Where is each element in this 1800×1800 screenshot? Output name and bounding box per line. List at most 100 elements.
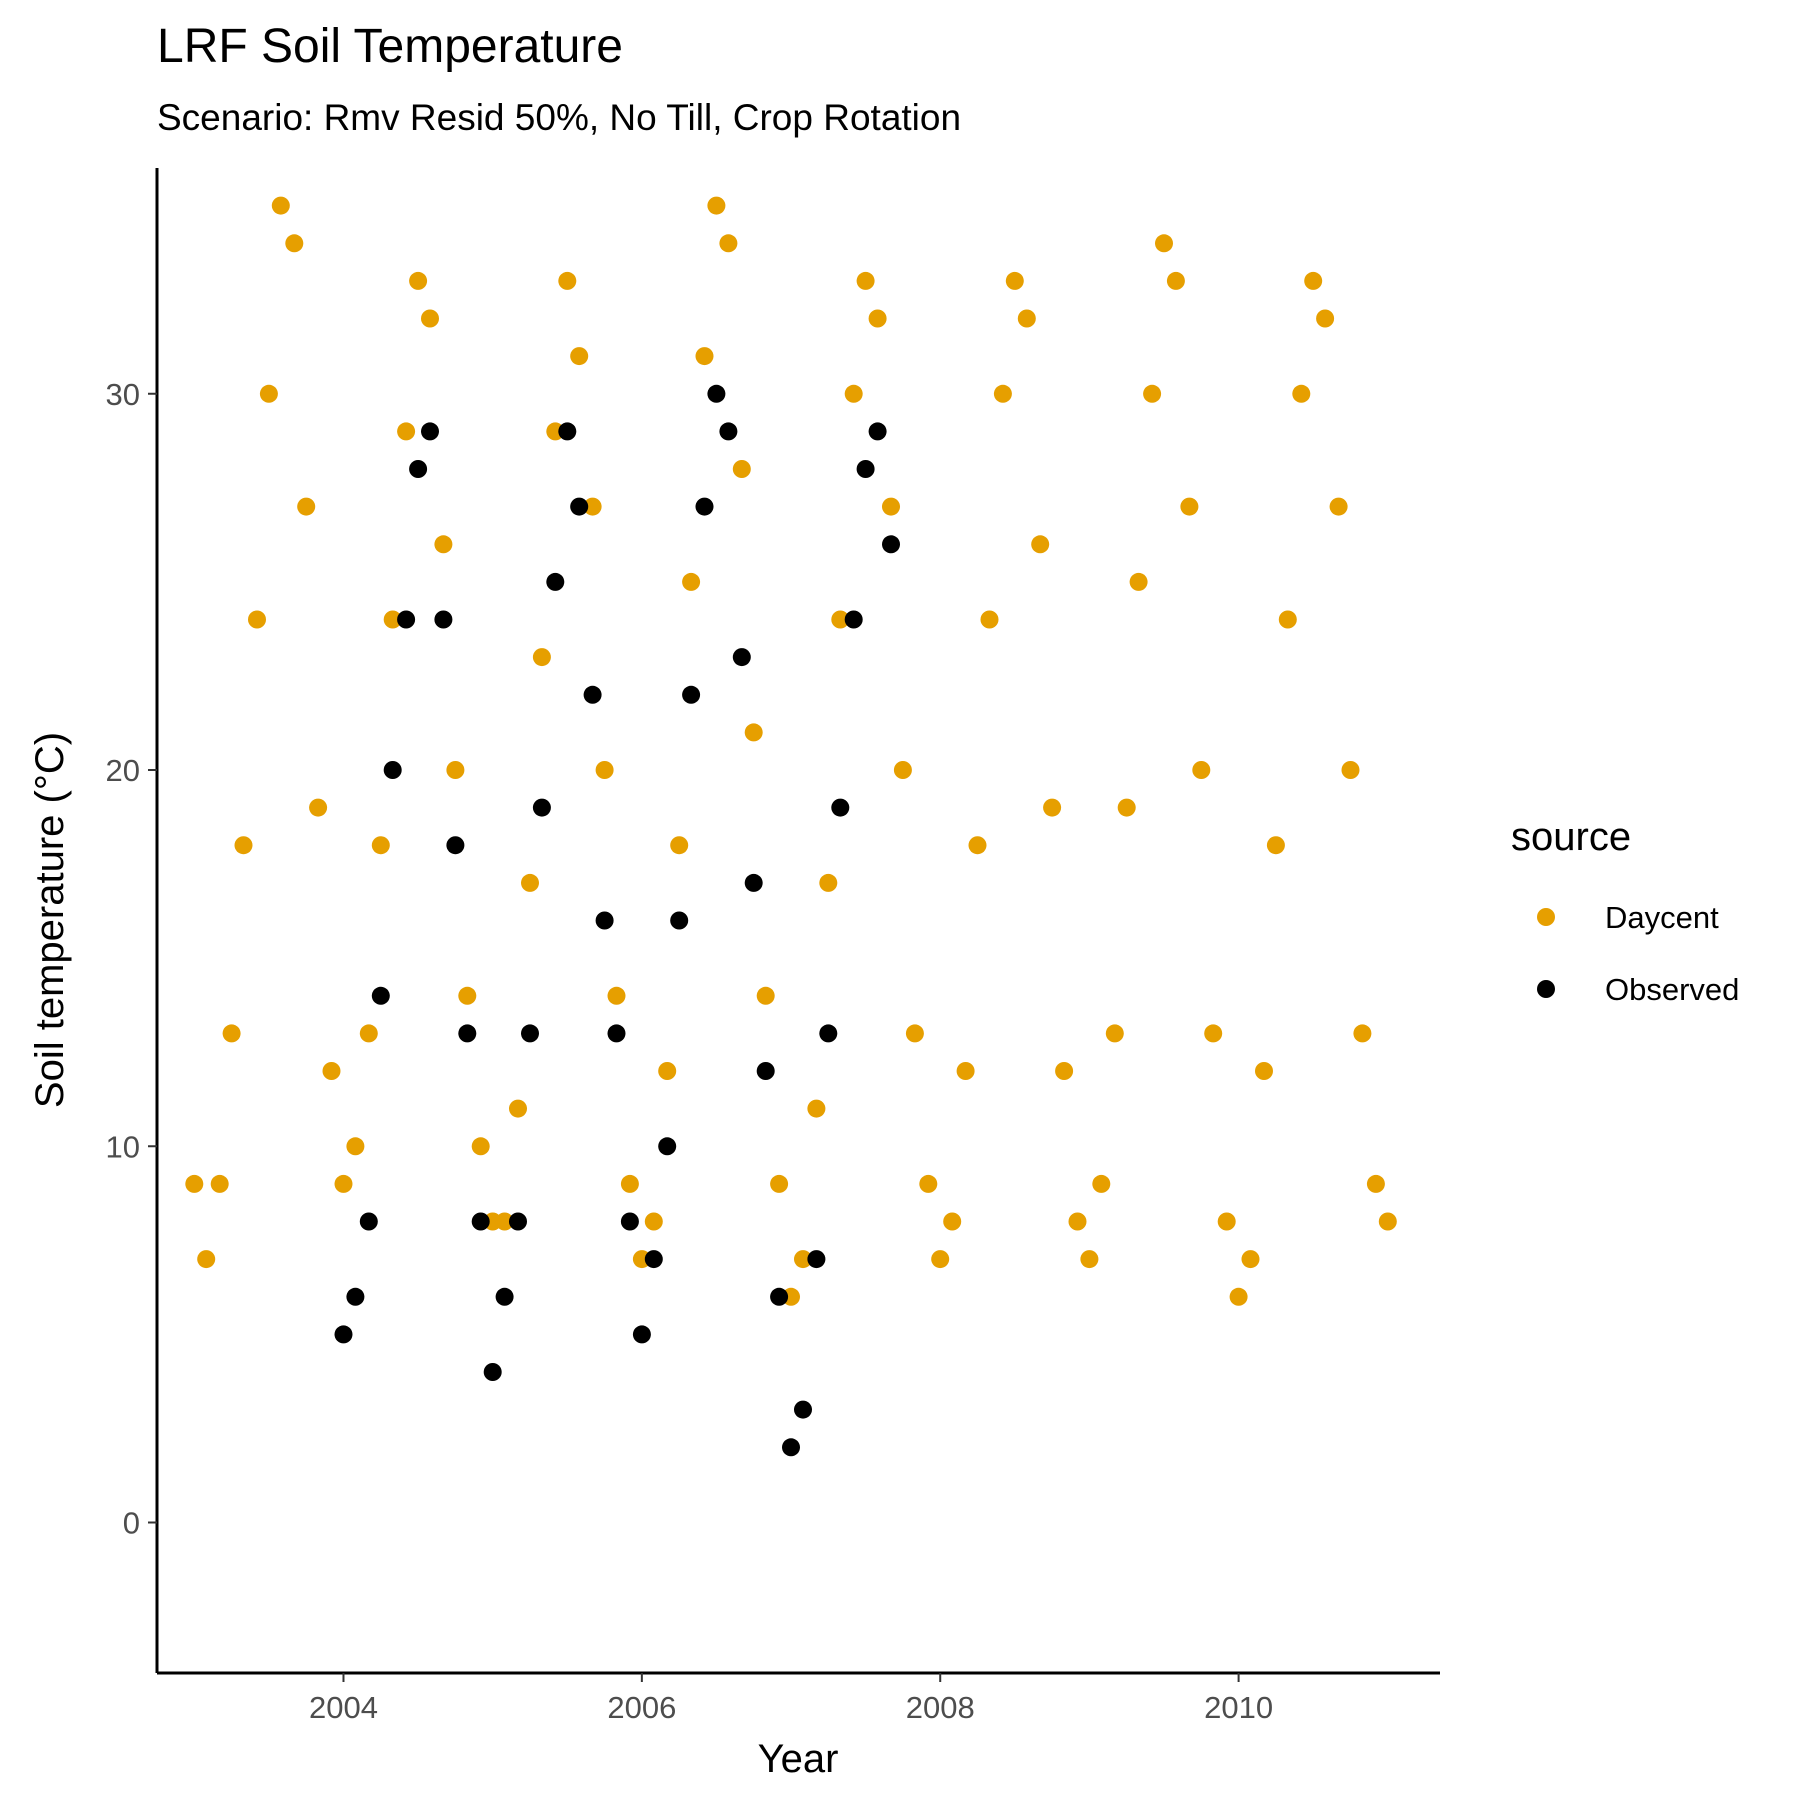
data-point-daycent bbox=[831, 610, 850, 629]
data-point-observed bbox=[532, 798, 551, 817]
data-point-observed bbox=[607, 1024, 626, 1043]
data-point-observed bbox=[383, 761, 402, 779]
data-point-daycent bbox=[868, 309, 887, 328]
data-point-observed bbox=[409, 460, 428, 478]
data-point-observed bbox=[658, 1137, 677, 1156]
data-point-daycent bbox=[1005, 271, 1024, 290]
x-tick-label: 2004 bbox=[309, 1690, 378, 1725]
data-point-daycent bbox=[1316, 309, 1335, 328]
data-point-observed bbox=[471, 1212, 490, 1231]
data-point-observed bbox=[421, 422, 439, 441]
data-point-daycent bbox=[495, 1212, 514, 1231]
data-point-daycent bbox=[446, 761, 465, 779]
data-point-daycent bbox=[819, 873, 838, 892]
data-point-observed bbox=[595, 911, 614, 930]
data-point-daycent bbox=[1341, 761, 1360, 779]
data-point-observed bbox=[483, 1363, 502, 1381]
data-point-daycent bbox=[297, 497, 316, 516]
data-point-daycent bbox=[1155, 234, 1173, 253]
data-point-daycent bbox=[1017, 309, 1036, 328]
data-point-daycent bbox=[1229, 1287, 1248, 1306]
data-point-daycent bbox=[421, 309, 439, 328]
data-point-daycent bbox=[658, 1062, 677, 1080]
y-tick-label: 0 bbox=[123, 1506, 140, 1541]
data-point-daycent bbox=[993, 384, 1012, 403]
data-point-daycent bbox=[1192, 761, 1211, 779]
data-point-daycent bbox=[234, 836, 253, 855]
data-point-daycent bbox=[670, 836, 689, 855]
data-point-daycent bbox=[1068, 1212, 1087, 1231]
data-point-observed bbox=[458, 1024, 477, 1043]
legend-label-daycent: Daycent bbox=[1605, 900, 1719, 935]
data-point-observed bbox=[732, 648, 751, 667]
data-point-daycent bbox=[1241, 1250, 1260, 1269]
data-point-daycent bbox=[620, 1174, 639, 1193]
data-point-observed bbox=[844, 610, 863, 629]
data-point-daycent bbox=[968, 836, 987, 855]
data-point-observed bbox=[807, 1250, 826, 1269]
data-point-observed bbox=[558, 422, 577, 441]
points-layer bbox=[185, 196, 1397, 1457]
data-point-daycent bbox=[521, 873, 539, 892]
data-point-daycent bbox=[259, 384, 278, 403]
data-point-observed bbox=[682, 685, 701, 704]
chart-title: LRF Soil Temperature bbox=[157, 20, 623, 73]
data-point-daycent bbox=[1204, 1024, 1223, 1043]
data-point-observed bbox=[670, 911, 689, 930]
data-point-daycent bbox=[956, 1062, 975, 1080]
data-point-daycent bbox=[371, 836, 390, 855]
data-point-observed bbox=[744, 873, 763, 892]
data-point-observed bbox=[782, 1438, 800, 1457]
data-point-daycent bbox=[458, 986, 477, 1005]
x-tick-label: 2006 bbox=[607, 1690, 676, 1725]
data-point-daycent bbox=[334, 1174, 353, 1193]
data-point-daycent bbox=[1378, 1212, 1397, 1231]
data-point-observed bbox=[359, 1212, 378, 1231]
data-point-daycent bbox=[271, 196, 290, 215]
data-point-observed bbox=[707, 384, 726, 403]
data-point-observed bbox=[583, 685, 602, 704]
data-point-daycent bbox=[682, 572, 701, 591]
data-point-daycent bbox=[471, 1137, 490, 1156]
y-tick-label: 30 bbox=[106, 377, 140, 412]
data-point-daycent bbox=[1166, 271, 1185, 290]
data-point-observed bbox=[620, 1212, 639, 1231]
data-point-daycent bbox=[1278, 610, 1297, 629]
data-point-daycent bbox=[607, 986, 626, 1005]
data-point-daycent bbox=[1080, 1250, 1099, 1269]
data-point-daycent bbox=[1143, 384, 1162, 403]
data-point-daycent bbox=[509, 1099, 527, 1118]
data-point-daycent bbox=[919, 1174, 938, 1193]
x-tick-label: 2010 bbox=[1204, 1690, 1273, 1725]
data-point-daycent bbox=[1092, 1174, 1111, 1193]
data-point-daycent bbox=[893, 761, 912, 779]
data-point-daycent bbox=[980, 610, 999, 629]
data-point-observed bbox=[856, 460, 875, 478]
data-point-daycent bbox=[707, 196, 726, 215]
data-point-daycent bbox=[1043, 798, 1062, 817]
series-daycent bbox=[185, 196, 1397, 1306]
data-point-daycent bbox=[1055, 1062, 1074, 1080]
data-point-daycent bbox=[1366, 1174, 1385, 1193]
x-axis-title: Year bbox=[758, 1737, 839, 1781]
data-point-observed bbox=[695, 497, 714, 516]
data-point-daycent bbox=[931, 1250, 950, 1269]
data-point-observed bbox=[819, 1024, 838, 1043]
data-point-daycent bbox=[210, 1174, 229, 1193]
data-point-daycent bbox=[409, 271, 428, 290]
data-point-observed bbox=[446, 836, 465, 855]
chart-subtitle: Scenario: Rmv Resid 50%, No Till, Crop R… bbox=[157, 97, 961, 138]
data-point-daycent bbox=[943, 1212, 962, 1231]
data-point-observed bbox=[434, 610, 453, 629]
y-axis-title: Soil temperature (°C) bbox=[28, 732, 72, 1108]
data-point-daycent bbox=[248, 610, 266, 629]
data-point-daycent bbox=[185, 1174, 204, 1193]
data-point-daycent bbox=[532, 648, 551, 667]
data-point-daycent bbox=[1031, 535, 1050, 554]
y-tick-label: 10 bbox=[106, 1129, 140, 1164]
data-point-daycent bbox=[359, 1024, 378, 1043]
data-point-daycent bbox=[197, 1250, 216, 1269]
data-point-observed bbox=[509, 1212, 527, 1231]
data-point-daycent bbox=[1353, 1024, 1372, 1043]
